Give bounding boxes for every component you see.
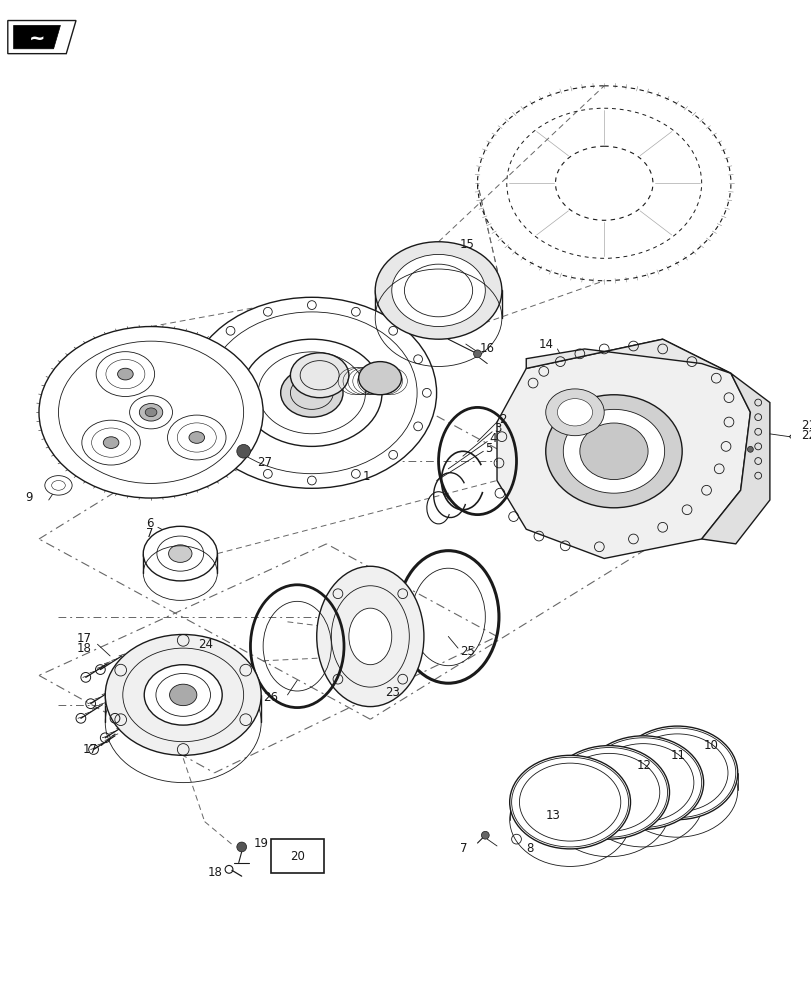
Text: 5: 5: [485, 442, 492, 455]
Text: 23: 23: [384, 686, 399, 699]
Ellipse shape: [39, 327, 263, 498]
Polygon shape: [8, 21, 76, 54]
Ellipse shape: [242, 339, 381, 446]
Ellipse shape: [143, 526, 217, 581]
Ellipse shape: [349, 608, 391, 665]
Ellipse shape: [545, 389, 603, 436]
Text: 18: 18: [76, 642, 92, 655]
Text: 11: 11: [670, 749, 684, 762]
Ellipse shape: [82, 420, 140, 465]
Text: 9: 9: [26, 491, 33, 504]
Ellipse shape: [103, 437, 118, 448]
Text: 18: 18: [207, 866, 222, 879]
Ellipse shape: [579, 423, 647, 480]
Text: 15: 15: [459, 238, 474, 251]
Ellipse shape: [563, 409, 664, 493]
Ellipse shape: [358, 362, 401, 395]
Circle shape: [237, 842, 247, 852]
Ellipse shape: [281, 368, 342, 417]
Ellipse shape: [167, 415, 225, 460]
Text: 17: 17: [76, 632, 92, 645]
Text: 6: 6: [146, 517, 154, 530]
Ellipse shape: [582, 736, 703, 829]
FancyBboxPatch shape: [271, 839, 323, 873]
Text: 20: 20: [290, 850, 304, 863]
Text: 7: 7: [146, 527, 154, 540]
Circle shape: [237, 444, 250, 458]
Ellipse shape: [509, 755, 630, 849]
Polygon shape: [701, 373, 769, 544]
Ellipse shape: [139, 404, 162, 421]
Ellipse shape: [169, 545, 191, 562]
Text: 8: 8: [526, 842, 533, 855]
Text: 7: 7: [460, 842, 467, 855]
Ellipse shape: [187, 297, 436, 488]
Ellipse shape: [130, 396, 172, 429]
Ellipse shape: [144, 665, 222, 725]
Circle shape: [481, 831, 488, 839]
Ellipse shape: [545, 395, 681, 508]
Text: 3: 3: [493, 422, 501, 435]
Ellipse shape: [189, 432, 204, 443]
Polygon shape: [14, 25, 60, 49]
Ellipse shape: [169, 684, 196, 706]
Text: 21: 21: [800, 419, 811, 432]
Polygon shape: [526, 339, 730, 373]
Text: 1: 1: [362, 470, 370, 483]
Text: 13: 13: [545, 809, 560, 822]
Text: 27: 27: [257, 456, 272, 469]
Text: 17: 17: [83, 743, 97, 756]
Ellipse shape: [105, 634, 261, 755]
Text: 10: 10: [703, 739, 718, 752]
Circle shape: [747, 446, 753, 452]
Text: 4: 4: [488, 432, 496, 445]
Ellipse shape: [118, 368, 133, 380]
Text: ~: ~: [28, 29, 45, 48]
Ellipse shape: [96, 352, 154, 396]
Ellipse shape: [557, 399, 592, 426]
Text: 22: 22: [800, 429, 811, 442]
Text: 14: 14: [538, 338, 553, 351]
Text: 2: 2: [498, 413, 506, 426]
Ellipse shape: [290, 353, 349, 398]
Text: 26: 26: [263, 691, 277, 704]
Polygon shape: [496, 339, 749, 558]
Ellipse shape: [548, 746, 669, 839]
Ellipse shape: [616, 726, 737, 820]
Text: 12: 12: [636, 759, 650, 772]
Text: 25: 25: [459, 645, 474, 658]
Ellipse shape: [375, 242, 501, 339]
Ellipse shape: [145, 408, 157, 417]
Ellipse shape: [391, 254, 485, 327]
Ellipse shape: [316, 566, 423, 707]
Text: 24: 24: [198, 638, 212, 651]
Circle shape: [473, 350, 481, 358]
Text: 16: 16: [478, 342, 494, 355]
Text: 19: 19: [253, 837, 268, 850]
Ellipse shape: [45, 476, 72, 495]
